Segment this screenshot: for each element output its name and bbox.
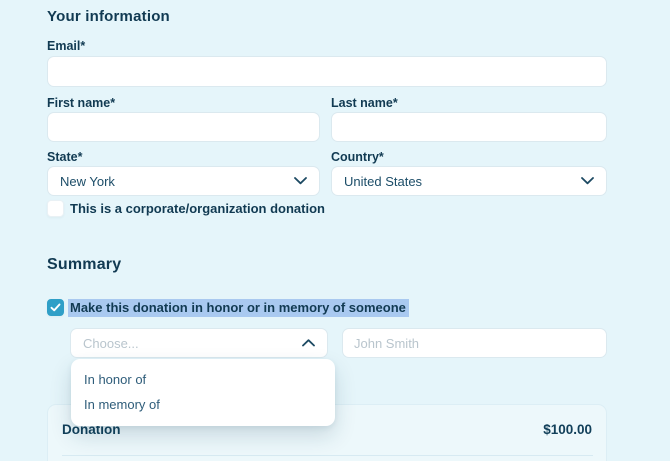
honor-memory-label-text: Make this donation in honor or in memory… (68, 299, 409, 317)
dropdown-option-in-memory-of[interactable]: In memory of (84, 397, 160, 412)
honoree-type-placeholder: Choose... (83, 335, 139, 351)
dropdown-option-in-honor-of[interactable]: In honor of (84, 372, 147, 387)
state-label: State* (47, 150, 83, 164)
last-name-label: Last name* (331, 96, 398, 110)
chevron-up-icon (302, 339, 315, 347)
country-select-value: United States (344, 173, 423, 189)
country-select[interactable]: United States (331, 166, 607, 196)
corporate-donation-label[interactable]: This is a corporate/organization donatio… (70, 201, 325, 216)
summary-title: Summary (47, 256, 122, 273)
first-name-field[interactable] (47, 112, 320, 142)
checkmark-icon (50, 299, 61, 317)
line-item-amount: $100.00 (543, 422, 592, 437)
honoree-name-input[interactable] (342, 328, 607, 358)
state-select-value: New York (60, 173, 115, 189)
country-label: Country* (331, 150, 384, 164)
email-field[interactable] (47, 56, 607, 87)
last-name-field[interactable] (331, 112, 607, 142)
card-divider (62, 455, 593, 456)
honoree-type-select[interactable]: Choose... (70, 328, 328, 358)
chevron-down-icon (581, 177, 594, 185)
your-information-title: Your information (47, 8, 170, 25)
corporate-donation-checkbox[interactable] (47, 200, 64, 217)
honor-memory-label[interactable]: Make this donation in honor or in memory… (68, 299, 409, 317)
chevron-down-icon (294, 177, 307, 185)
honor-memory-checkbox[interactable] (47, 299, 64, 316)
state-select[interactable]: New York (47, 166, 320, 196)
first-name-label: First name* (47, 96, 116, 110)
email-label: Email* (47, 39, 86, 53)
honoree-type-dropdown-menu: In honor of In memory of (71, 359, 335, 426)
